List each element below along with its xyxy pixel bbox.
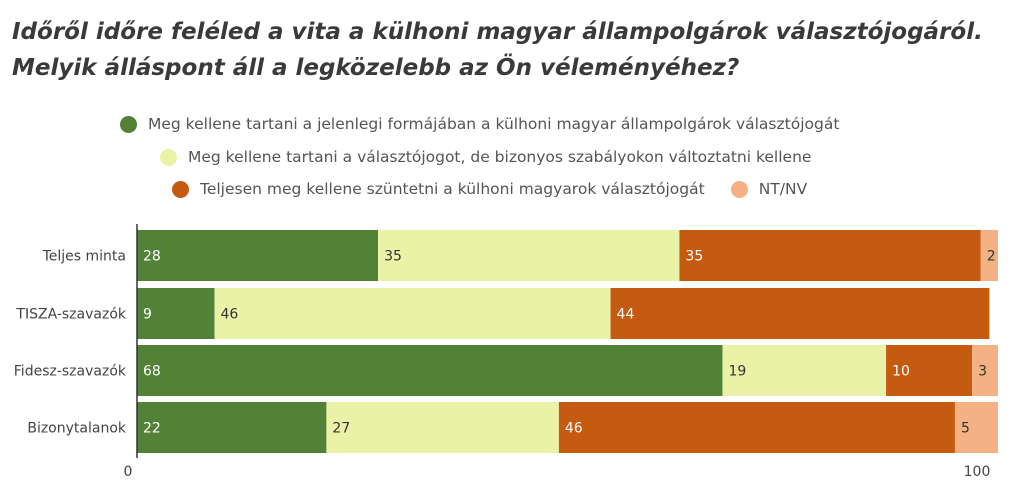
bar-segment <box>954 402 998 453</box>
legend-swatch-ntnv <box>730 180 748 198</box>
data-label: 3 <box>978 364 987 380</box>
bar-segment <box>722 345 887 396</box>
legend-label-modify: Meg kellene tartani a választójogot, de … <box>188 148 812 166</box>
bar-segment <box>679 230 981 281</box>
bar-segment <box>378 230 680 281</box>
legend-item-ntnv: NT/NV <box>730 180 808 198</box>
bar-segment <box>326 402 559 453</box>
bar-segment <box>980 230 998 281</box>
data-label: 68 <box>143 364 161 380</box>
bar-segment <box>214 288 611 339</box>
bar-segment <box>137 288 215 339</box>
x-tick-label: 0 <box>124 464 133 480</box>
bar-segment <box>972 345 998 396</box>
legend-item-modify: Meg kellene tartani a választójogot, de … <box>160 148 811 166</box>
chart-title: Időről időre feléled a vita a külhoni ma… <box>12 19 983 81</box>
bar-segment <box>137 402 327 453</box>
data-label: 46 <box>565 421 583 437</box>
data-label: 10 <box>892 364 910 380</box>
data-label: 27 <box>332 421 350 437</box>
legend-swatch-keep <box>120 115 137 133</box>
x-tick-label: 100 <box>964 464 991 480</box>
bar-segment <box>558 402 955 453</box>
bar-segment <box>610 288 990 339</box>
data-label: 44 <box>617 307 635 323</box>
category-label: Teljes minta <box>42 249 126 265</box>
data-label: 19 <box>728 364 746 380</box>
legend-row-1: Meg kellene tartani a jelenlegi formájáb… <box>120 115 865 133</box>
data-label: 2 <box>987 249 996 265</box>
bar-segment <box>137 230 379 281</box>
data-label: 9 <box>143 307 152 323</box>
legend-label-keep: Meg kellene tartani a jelenlegi formájáb… <box>148 115 840 133</box>
legend-row-3: Teljesen meg kellene szüntetni a külhoni… <box>172 180 833 198</box>
category-label: TISZA-szavazók <box>15 307 126 323</box>
bar-segment <box>886 345 973 396</box>
data-label: 46 <box>220 307 238 323</box>
legend-label-abolish: Teljesen meg kellene szüntetni a külhoni… <box>200 180 705 198</box>
data-label: 5 <box>961 421 970 437</box>
legend-row-2: Meg kellene tartani a választójogot, de … <box>160 148 837 166</box>
data-label: 35 <box>685 249 703 265</box>
category-label: Fidesz-szavazók <box>14 364 127 380</box>
legend-swatch-abolish <box>172 180 189 198</box>
legend-item-keep: Meg kellene tartani a jelenlegi formájáb… <box>120 115 839 133</box>
legend-label-ntnv: NT/NV <box>758 180 808 198</box>
data-label: 28 <box>143 249 161 265</box>
legend-item-abolish: Teljesen meg kellene szüntetni a külhoni… <box>172 180 705 198</box>
data-label: 35 <box>384 249 402 265</box>
category-label: Bizonytalanok <box>27 421 127 437</box>
data-label: 22 <box>143 421 161 437</box>
bar-segment <box>137 345 723 396</box>
legend-swatch-modify <box>160 148 177 166</box>
